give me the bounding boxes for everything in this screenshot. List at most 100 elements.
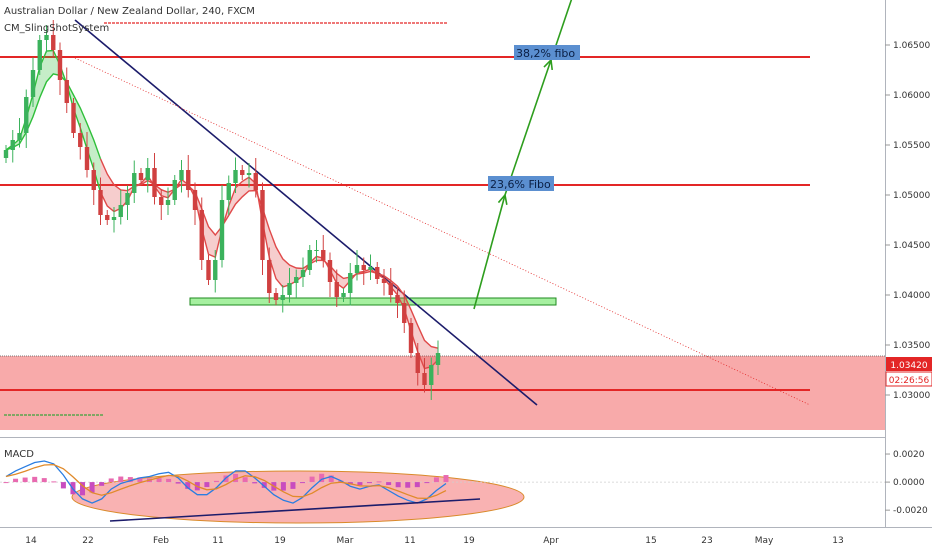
fibo-382-label: 38,2% fibo — [516, 47, 575, 60]
candle[interactable] — [280, 285, 285, 313]
macd-divergence-trendline[interactable] — [109, 498, 481, 522]
candle[interactable] — [71, 98, 76, 138]
candle-body — [159, 197, 164, 205]
candle-body — [145, 168, 150, 180]
candle[interactable] — [368, 254, 373, 281]
candle[interactable] — [388, 268, 393, 303]
candle[interactable] — [152, 153, 157, 205]
candle[interactable] — [375, 262, 380, 284]
macd-histogram-bar — [80, 482, 86, 496]
candle[interactable] — [219, 185, 225, 268]
candle[interactable] — [44, 25, 49, 53]
candle[interactable] — [341, 288, 346, 302]
candle[interactable] — [226, 175, 231, 216]
candle[interactable] — [105, 210, 110, 225]
candle[interactable] — [408, 318, 414, 358]
candle[interactable] — [240, 165, 245, 180]
candle[interactable] — [267, 247, 272, 304]
candle-body — [422, 373, 427, 385]
macd-histogram-bar — [89, 482, 95, 493]
candle-body — [381, 279, 387, 283]
candle[interactable] — [91, 162, 96, 206]
candle[interactable] — [314, 240, 319, 263]
candle[interactable] — [246, 163, 252, 188]
candle[interactable] — [78, 123, 83, 160]
candle[interactable] — [186, 155, 191, 198]
candle[interactable] — [64, 67, 69, 114]
fibo-382-box[interactable] — [514, 45, 580, 60]
fibo-236-box[interactable] — [488, 176, 554, 191]
macd-histogram-bar — [127, 477, 133, 483]
candle[interactable] — [300, 257, 306, 288]
candle[interactable] — [435, 340, 441, 376]
candle-body — [30, 70, 36, 97]
time-axis-label: 22 — [82, 536, 93, 546]
macd-histogram-bar — [252, 482, 258, 484]
candle[interactable] — [192, 182, 198, 226]
macd-histogram-bar — [290, 482, 296, 489]
dotted-trendline[interactable] — [74, 57, 811, 406]
candle[interactable] — [57, 42, 63, 96]
candle[interactable] — [132, 160, 137, 204]
candle[interactable] — [327, 252, 333, 298]
projection-arrow-1[interactable] — [473, 194, 506, 310]
macd-histogram-bar — [175, 482, 181, 484]
candle[interactable] — [354, 250, 360, 281]
ribbon-green-slow-line — [5, 73, 102, 160]
candle[interactable] — [361, 257, 366, 286]
candle[interactable] — [84, 132, 90, 178]
candle[interactable] — [125, 185, 130, 221]
candle[interactable] — [3, 145, 9, 163]
projection-arrow-2[interactable] — [504, 59, 552, 196]
candle-body — [84, 147, 90, 170]
candle[interactable] — [118, 190, 123, 225]
candle[interactable] — [98, 177, 103, 226]
candle[interactable] — [159, 189, 164, 221]
candle[interactable] — [422, 358, 427, 393]
candle[interactable] — [10, 130, 15, 163]
candle-body — [71, 103, 76, 133]
candle[interactable] — [307, 245, 312, 275]
candle[interactable] — [273, 288, 279, 305]
candle[interactable] — [172, 175, 177, 205]
candle[interactable] — [51, 20, 56, 58]
candle-body — [280, 295, 285, 300]
demand-zone — [0, 356, 885, 430]
candle[interactable] — [17, 118, 22, 148]
support-zone[interactable] — [189, 297, 557, 306]
candle[interactable] — [206, 255, 211, 285]
candle[interactable] — [138, 168, 144, 185]
candle[interactable] — [111, 207, 117, 233]
descending-trendline[interactable] — [74, 19, 538, 406]
candle[interactable] — [402, 290, 407, 334]
macd-histogram-bar — [366, 482, 372, 484]
candle[interactable] — [334, 269, 339, 308]
macd-histogram-bar — [108, 478, 114, 483]
candle[interactable] — [233, 157, 238, 194]
candle-body — [429, 365, 434, 385]
candle[interactable] — [24, 89, 29, 149]
candle[interactable] — [415, 343, 420, 386]
candle[interactable] — [348, 263, 353, 306]
candle[interactable] — [199, 197, 204, 271]
candle[interactable] — [429, 357, 434, 401]
candle[interactable] — [165, 187, 171, 216]
candle[interactable] — [30, 57, 36, 108]
candle[interactable] — [213, 250, 218, 293]
candle[interactable] — [179, 160, 184, 193]
candle-body — [213, 260, 218, 280]
candle[interactable] — [260, 182, 265, 276]
candle[interactable] — [37, 35, 42, 75]
candle[interactable] — [395, 287, 400, 319]
candle[interactable] — [287, 268, 292, 303]
candle[interactable] — [321, 235, 326, 268]
candle[interactable] — [145, 158, 150, 193]
candle[interactable] — [294, 269, 299, 299]
candle[interactable] — [253, 158, 258, 198]
candle[interactable] — [381, 269, 387, 296]
macd-histogram-bar — [242, 477, 248, 483]
macd-tick-label: 0.0000 — [893, 478, 925, 488]
time-axis-label: 15 — [645, 536, 656, 546]
